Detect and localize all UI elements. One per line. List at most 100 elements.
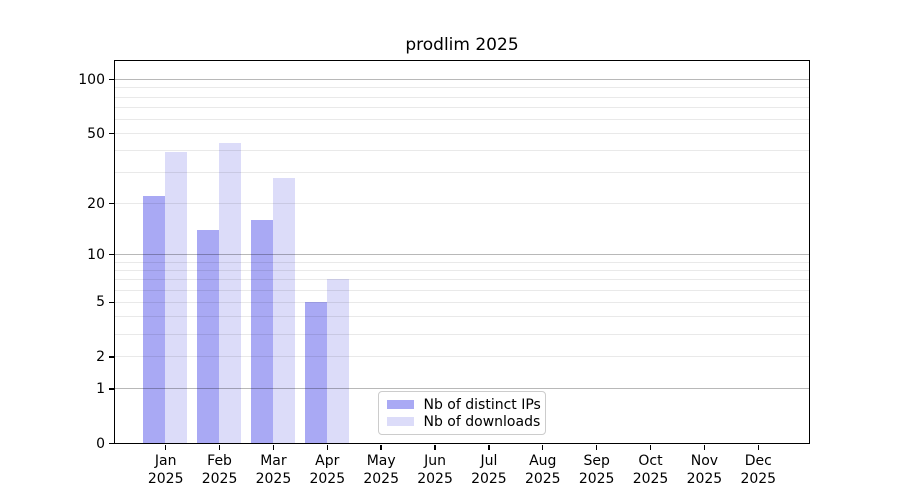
gridline-60 <box>114 119 809 120</box>
bar-distinct-ips-feb <box>197 229 220 443</box>
y-tick-mark <box>109 79 114 81</box>
legend-swatch-distinct-ips <box>386 400 414 409</box>
gridline-40 <box>114 150 809 152</box>
y-tick-mark <box>109 356 114 358</box>
gridline-3 <box>114 333 809 335</box>
y-tick-mark <box>109 132 114 135</box>
legend-label-distinct-ips: Nb of distinct IPs <box>423 396 541 413</box>
legend-swatch-downloads <box>386 417 414 426</box>
gridline-20 <box>114 203 809 205</box>
bar-downloads-feb <box>219 143 242 443</box>
legend-item-downloads: Nb of downloads <box>386 413 540 430</box>
bar-distinct-ips-jan <box>143 195 166 443</box>
y-tick-label-50: 50 <box>87 125 105 142</box>
chart-title: prodlim 2025 <box>405 35 519 55</box>
year-label: 2025 <box>578 470 615 487</box>
x-tick-label-apr: Apr 2025 <box>295 452 359 488</box>
x-tick-label-jan: Jan 2025 <box>134 452 198 488</box>
gridline-80 <box>114 96 809 98</box>
bar-distinct-ips-mar <box>250 219 273 443</box>
x-tick-label-sep: Sep 2025 <box>565 452 629 488</box>
month-label: Jun <box>424 452 446 469</box>
month-label: May <box>366 452 396 469</box>
y-tick-mark <box>109 202 114 205</box>
gridline-1 <box>114 388 809 390</box>
gridline-7 <box>114 279 809 281</box>
legend-label-downloads: Nb of downloads <box>423 413 541 430</box>
y-tick-label-1: 1 <box>96 380 105 397</box>
y-tick-label-20: 20 <box>87 195 105 212</box>
bar-downloads-apr <box>326 279 349 443</box>
x-tick-mark-jan <box>165 445 167 450</box>
x-tick-mark-may <box>380 445 382 450</box>
year-label: 2025 <box>524 470 561 487</box>
y-tick-mark <box>109 442 114 445</box>
gridline-10 <box>114 254 809 256</box>
year-label: 2025 <box>632 470 669 487</box>
month-label: Sep <box>583 452 610 469</box>
bar-downloads-jan <box>165 152 188 443</box>
gridline-90 <box>114 87 809 89</box>
month-label: Jul <box>480 452 498 469</box>
year-label: 2025 <box>686 470 723 487</box>
x-tick-label-oct: Oct 2025 <box>619 452 683 488</box>
legend: Nb of distinct IPs Nb of downloads <box>377 391 546 435</box>
y-tick-label-2: 2 <box>96 348 105 365</box>
year-label: 2025 <box>417 470 453 487</box>
plot-area: Nb of distinct IPs Nb of downloads <box>113 60 810 444</box>
legend-item-distinct-ips: Nb of distinct IPs <box>386 396 541 413</box>
year-label: 2025 <box>147 470 184 487</box>
month-label: Mar <box>260 452 287 469</box>
x-tick-mark-apr <box>326 445 328 450</box>
y-tick-label-5: 5 <box>96 294 105 311</box>
x-tick-mark-sep <box>595 445 598 450</box>
month-label: Aug <box>529 452 557 469</box>
x-tick-label-mar: Mar 2025 <box>241 452 305 488</box>
month-label: Oct <box>638 452 663 469</box>
gridline-2 <box>114 356 809 358</box>
y-tick-label-0: 0 <box>96 435 105 452</box>
x-tick-label-aug: Aug 2025 <box>511 452 575 488</box>
x-tick-label-jun: Jun 2025 <box>403 452 467 488</box>
x-tick-label-jul: Jul 2025 <box>457 452 521 488</box>
month-label: Nov <box>690 452 719 469</box>
x-tick-mark-jul <box>488 445 490 450</box>
y-tick-mark <box>109 388 114 390</box>
year-label: 2025 <box>201 470 238 487</box>
gridline-30 <box>114 172 809 174</box>
year-label: 2025 <box>255 470 292 487</box>
month-label: Dec <box>744 452 772 469</box>
y-tick-label-10: 10 <box>87 246 105 263</box>
y-tick-label-100: 100 <box>78 71 105 88</box>
gridline-8 <box>114 269 809 271</box>
bar-downloads-mar <box>272 177 295 443</box>
x-tick-label-nov: Nov 2025 <box>672 452 736 488</box>
x-tick-label-may: May 2025 <box>349 452 413 488</box>
gridline-50 <box>114 133 809 135</box>
month-label: Feb <box>207 452 232 469</box>
x-tick-mark-oct <box>649 445 652 450</box>
gridline-9 <box>114 261 809 263</box>
x-tick-mark-aug <box>542 445 544 450</box>
month-label: Jan <box>154 452 177 469</box>
x-tick-label-feb: Feb 2025 <box>188 452 252 488</box>
gridline-70 <box>114 107 809 109</box>
y-tick-mark <box>109 301 114 303</box>
x-tick-mark-dec <box>757 445 759 450</box>
x-tick-label-dec: Dec 2025 <box>726 452 790 488</box>
year-label: 2025 <box>363 470 399 487</box>
gridline-4 <box>114 316 809 318</box>
bar-distinct-ips-apr <box>304 301 327 443</box>
year-label: 2025 <box>740 470 777 487</box>
year-label: 2025 <box>309 470 346 487</box>
y-tick-mark <box>109 253 114 256</box>
x-tick-mark-jun <box>434 445 436 450</box>
gridline-5 <box>114 301 809 303</box>
gridline-100 <box>114 79 809 81</box>
month-label: Apr <box>315 452 340 469</box>
x-tick-mark-mar <box>272 445 275 450</box>
year-label: 2025 <box>471 470 507 487</box>
x-tick-mark-nov <box>703 445 706 450</box>
x-tick-mark-feb <box>218 445 221 450</box>
